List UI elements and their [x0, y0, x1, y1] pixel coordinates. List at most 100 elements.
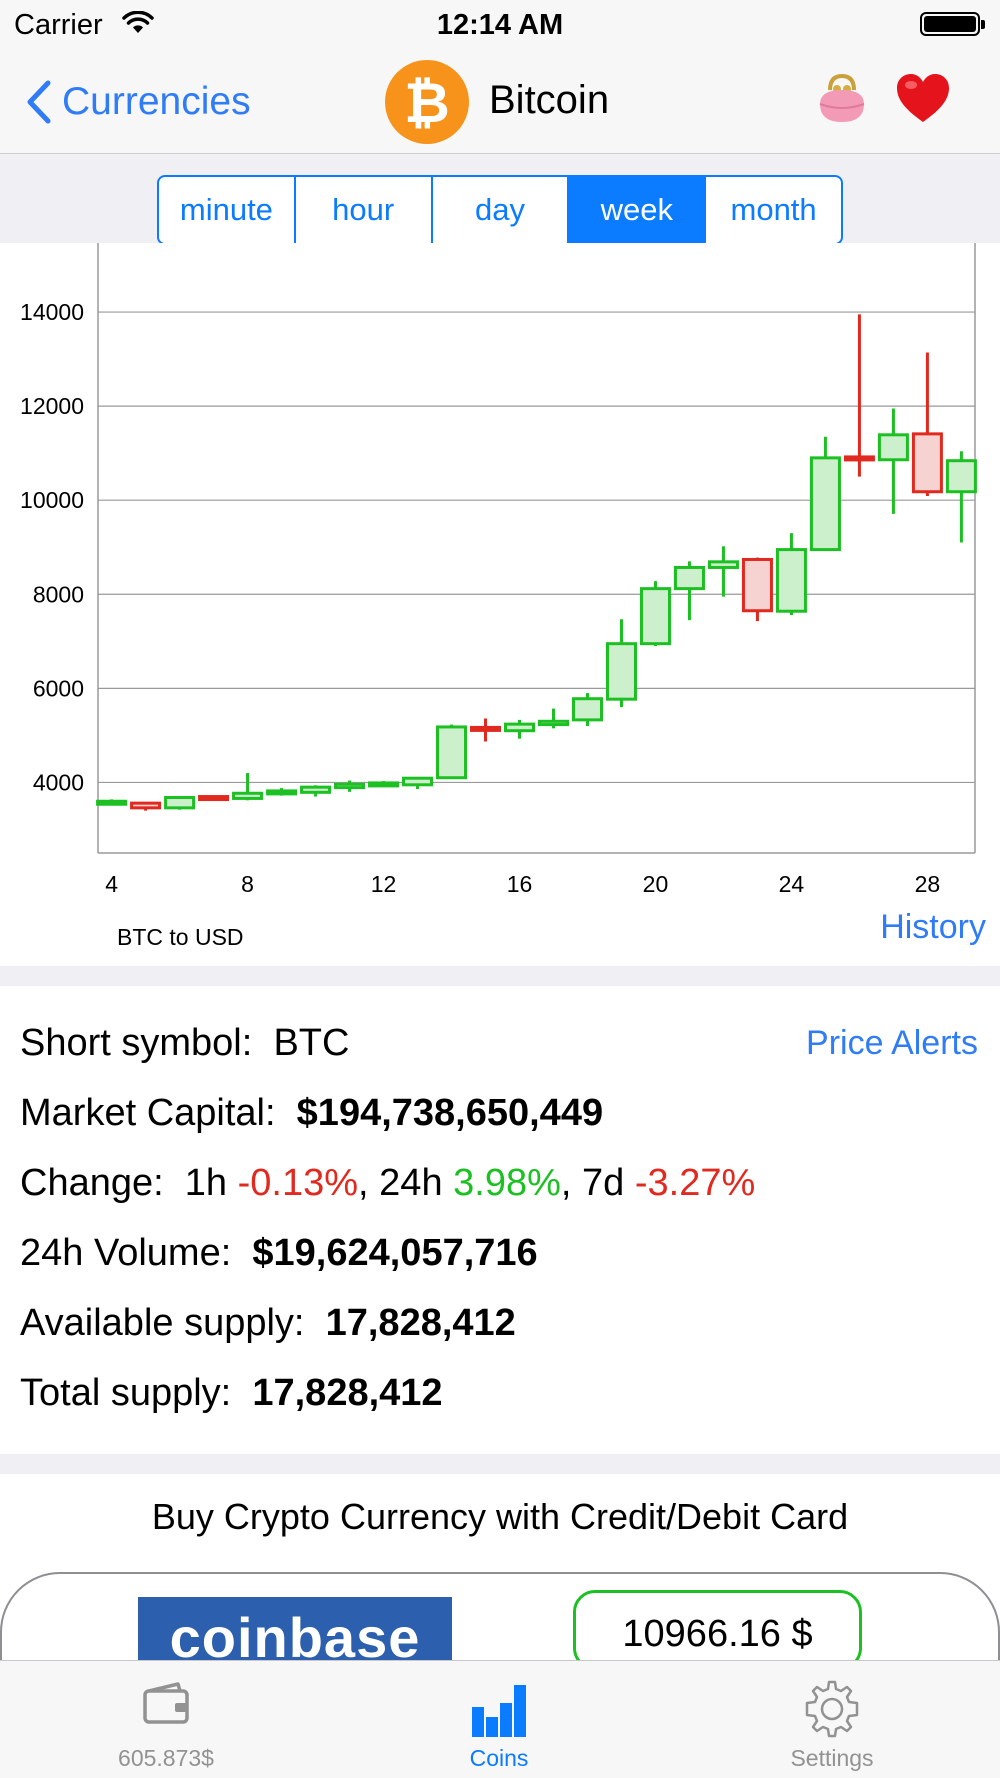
- gear-icon: [805, 1680, 859, 1738]
- x-tick-label: 4: [105, 871, 118, 897]
- segment-month[interactable]: month: [730, 192, 817, 227]
- candle-body: [741, 557, 773, 613]
- back-button-label: Currencies: [62, 80, 251, 123]
- tab-bar: 605.873$ Coins Settings: [0, 1660, 1000, 1778]
- candle-body: [402, 776, 434, 787]
- candle-body: [436, 725, 468, 780]
- timeframe-area: minute hour day week month: [0, 155, 1000, 245]
- candle-body: [809, 456, 841, 552]
- candle-body: [266, 789, 298, 796]
- market-cap-label: Market Capital:: [20, 1092, 276, 1134]
- candle-body: [537, 719, 569, 727]
- status-time: 12:14 AM: [436, 9, 564, 41]
- chevron-left-icon: [27, 80, 51, 124]
- market-cap-row: Market Capital: $194,738,650,449: [20, 1092, 603, 1135]
- coinbase-logo-button[interactable]: coinbase: [138, 1597, 452, 1660]
- available-supply-value: 17,828,412: [325, 1302, 516, 1344]
- y-tick-label: 12000: [20, 393, 84, 419]
- change-1h-value: -0.13%: [237, 1162, 359, 1204]
- x-tick-label: 24: [779, 871, 805, 897]
- carrier-label: Carrier: [14, 9, 103, 41]
- total-supply-label: Total supply:: [20, 1372, 232, 1414]
- y-tick-label: 14000: [20, 299, 84, 325]
- available-supply-row: Available supply: 17,828,412: [20, 1302, 516, 1345]
- add-to-wallet-purse-icon[interactable]: [816, 72, 868, 128]
- candle-body: [775, 548, 807, 613]
- bar-chart-icon: [472, 1685, 526, 1737]
- available-supply-label: Available supply:: [20, 1302, 305, 1344]
- volume-label: 24h Volume:: [20, 1232, 232, 1274]
- candle-body: [945, 459, 977, 494]
- candle-body: [843, 455, 875, 462]
- buy-price-value: 10966.16 $: [622, 1613, 813, 1655]
- tab-wallet[interactable]: 605.873$: [66, 1661, 266, 1778]
- candle-body: [470, 725, 502, 732]
- tab-settings[interactable]: Settings: [732, 1661, 932, 1778]
- coin-title: Bitcoin: [489, 78, 610, 122]
- segment-week[interactable]: week: [569, 177, 707, 243]
- short-symbol-row: Short symbol: BTC: [20, 1022, 349, 1065]
- total-supply-row: Total supply: 17,828,412: [20, 1372, 443, 1415]
- x-tick-label: 8: [241, 871, 254, 897]
- buy-crypto-panel: Buy Crypto Currency with Credit/Debit Ca…: [0, 1474, 1000, 1660]
- coin-info-panel: Short symbol: BTC Price Alerts Market Ca…: [0, 986, 1000, 1454]
- segment-day[interactable]: day: [433, 177, 570, 243]
- navigation-bar: Currencies ₿ Bitcoin: [0, 52, 1000, 154]
- x-tick-label: 28: [915, 871, 941, 897]
- chart-caption: BTC to USD: [117, 924, 244, 950]
- change-24h-value: 3.98%: [453, 1162, 561, 1204]
- favorite-heart-icon[interactable]: [895, 72, 951, 126]
- change-24h-label: 24h: [379, 1162, 443, 1204]
- total-supply-value: 17,828,412: [252, 1372, 443, 1414]
- history-link[interactable]: History: [880, 908, 986, 946]
- candle-body: [130, 801, 162, 810]
- market-cap-value: $194,738,650,449: [296, 1092, 604, 1134]
- segment-hour[interactable]: hour: [296, 177, 433, 243]
- segment-minute[interactable]: minute: [159, 177, 296, 243]
- y-tick-label: 8000: [33, 581, 84, 607]
- change-7d-label: 7d: [582, 1162, 625, 1204]
- wallet-icon: [143, 1682, 189, 1724]
- candle-body: [673, 565, 705, 591]
- candle-body: [334, 782, 366, 790]
- status-bar: Carrier 12:14 AM: [0, 0, 1000, 52]
- coinbase-logo-text: coinbase: [169, 1606, 421, 1660]
- back-button[interactable]: Currencies: [26, 74, 251, 130]
- candle-body: [96, 799, 128, 806]
- buy-price-button[interactable]: 10966.16 $: [573, 1590, 862, 1660]
- bitcoin-logo-icon: ₿: [385, 60, 469, 144]
- volume-value: $19,624,057,716: [252, 1232, 538, 1274]
- short-symbol-label: Short symbol:: [20, 1022, 253, 1064]
- price-chart-panel: 4000 6000 8000 10000 12000 14000 4 8 12 16 20 24 28 B…: [0, 243, 1000, 966]
- y-tick-label: 10000: [20, 487, 84, 513]
- x-tick-label: 16: [507, 871, 533, 897]
- change-7d-value: -3.27%: [634, 1162, 756, 1204]
- candle-body: [571, 697, 603, 722]
- change-row: Change: 1h -0.13%, 24h 3.98%, 7d -3.27%: [20, 1162, 756, 1204]
- change-1h-label: 1h: [184, 1162, 228, 1204]
- candle-body: [504, 722, 536, 733]
- candle-body: [368, 781, 400, 788]
- candle-body: [605, 642, 637, 701]
- timeframe-segmented-control: minute hour day week month: [157, 175, 843, 245]
- candle-body: [911, 432, 943, 494]
- tab-coins[interactable]: Coins: [399, 1661, 599, 1778]
- candle-body: [198, 795, 230, 802]
- change-label: Change:: [20, 1162, 164, 1204]
- candle-body: [639, 587, 671, 646]
- y-tick-label: 4000: [33, 769, 84, 795]
- bitcoin-logo-glyph: ₿: [404, 70, 450, 134]
- tab-wallet-label: 605.873$: [118, 1745, 214, 1771]
- price-alerts-link[interactable]: Price Alerts: [806, 1024, 978, 1062]
- candlestick-chart[interactable]: 4000 6000 8000 10000 12000 14000 4 8 12 16 20 24 28 B…: [0, 243, 1000, 966]
- tab-coins-label: Coins: [469, 1745, 529, 1771]
- candle-body: [232, 791, 264, 800]
- wifi-icon: [122, 10, 154, 40]
- short-symbol-value: BTC: [273, 1022, 350, 1064]
- battery-icon: [920, 12, 985, 36]
- volume-row: 24h Volume: $19,624,057,716: [20, 1232, 538, 1275]
- candle-body: [164, 795, 196, 810]
- x-tick-label: 20: [643, 871, 669, 897]
- candle-body: [707, 560, 739, 569]
- candle-body: [877, 433, 909, 462]
